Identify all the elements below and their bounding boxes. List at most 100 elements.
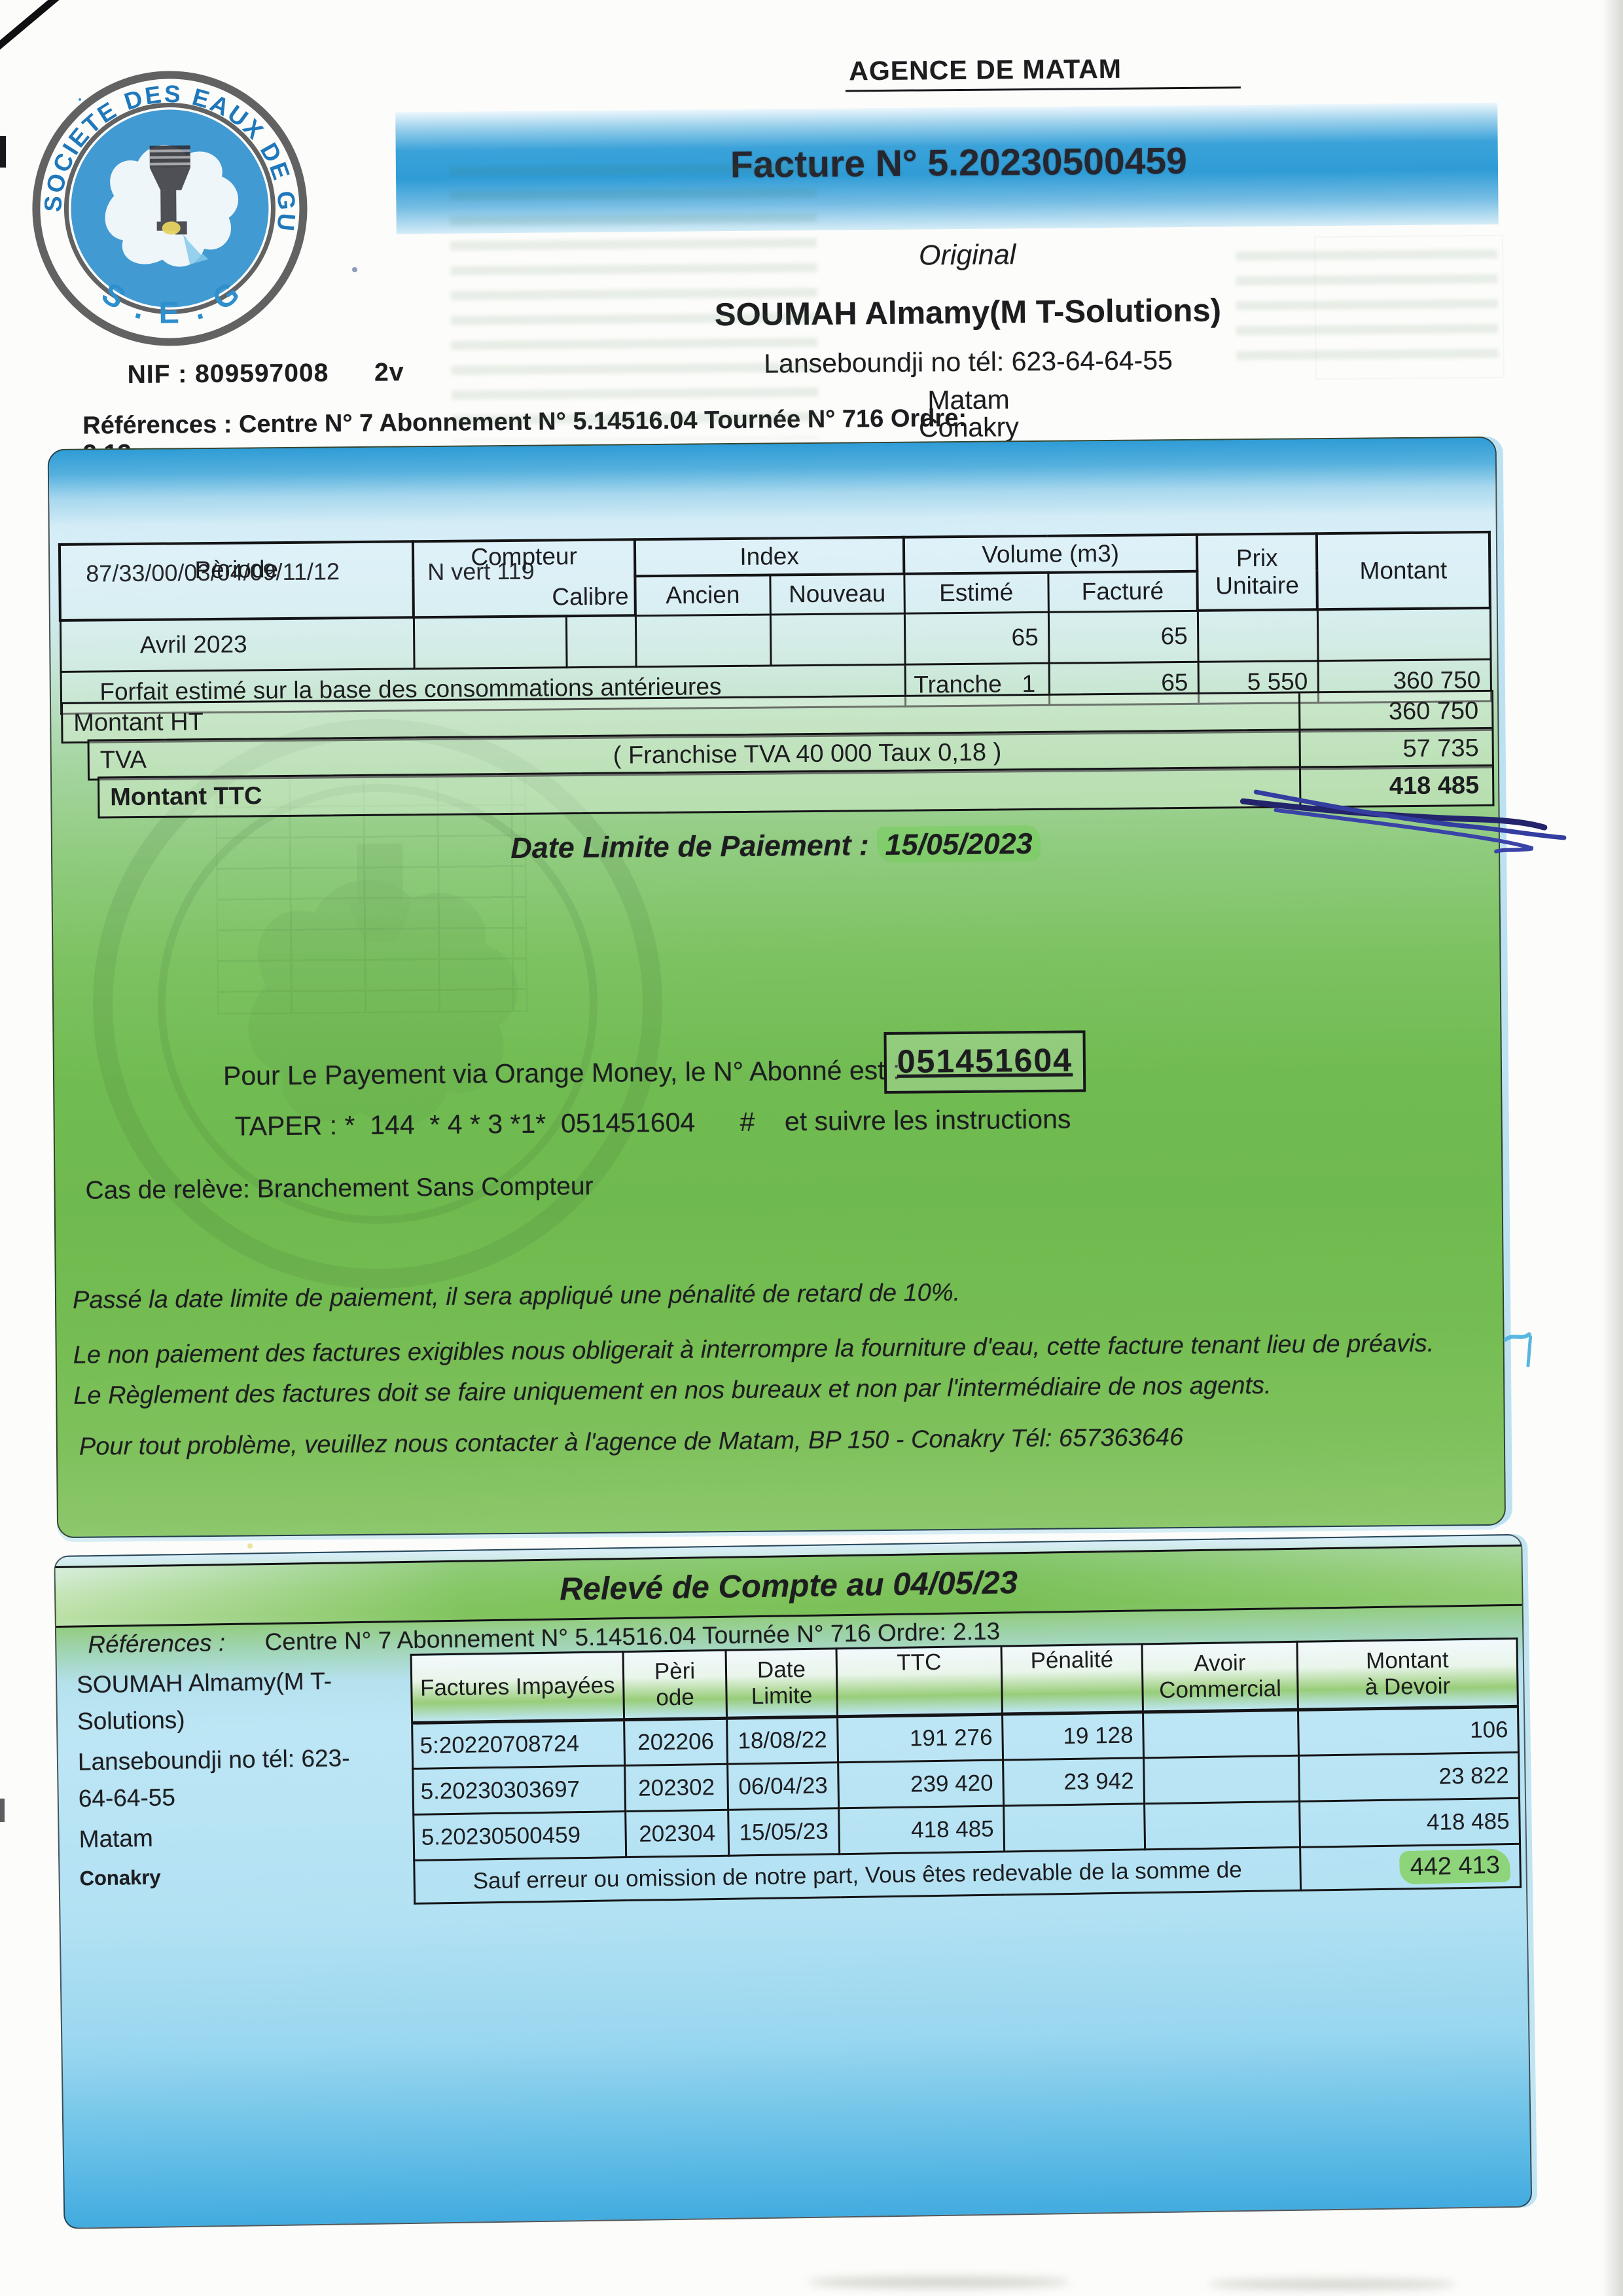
col-header-prix: Prix Unitaire <box>1196 533 1317 611</box>
statement-customer-line: Matam <box>79 1824 154 1853</box>
highlighter-mark: 442 413 <box>1399 1848 1511 1885</box>
consumption-table: Pèriode 87/33/00/03/04/09/11/12 Compteur… <box>58 530 1493 715</box>
statement-customer-line: Conakry <box>79 1865 161 1890</box>
total-ht-value: 360 750 <box>1298 691 1488 731</box>
orange-money-line: Pour Le Payement via Orange Money, le N°… <box>223 1054 901 1091</box>
total-due-cell: 442 413 <box>1300 1844 1521 1891</box>
seg-logo: SOCIETE DES EAUX DE GUINEE S . E . G <box>14 41 315 359</box>
col-header-compteur: Compteur N vert 119 Calibre <box>412 539 635 618</box>
cell-penalty <box>1003 1803 1145 1852</box>
page-bottom-shadow <box>808 2276 1070 2288</box>
col-header-montant-devoir: Montant à Devoir <box>1296 1638 1518 1710</box>
statement-customer-line: 64-64-55 <box>78 1784 176 1812</box>
cell-due: 23 822 <box>1298 1752 1520 1802</box>
periode-overprint: 87/33/00/03/04/09/11/12 <box>86 558 340 587</box>
col-header-montant: Montant <box>1316 531 1490 610</box>
cell-credit <box>1144 1801 1300 1850</box>
cell-periode: Avril 2023 <box>60 617 414 672</box>
cell-credit <box>1143 1755 1300 1804</box>
page-edge-shadow <box>1602 0 1623 2296</box>
payment-deadline-label: Date Limite de Paiement : <box>510 828 870 865</box>
cell-ttc: 418 485 <box>838 1806 1005 1854</box>
scan-artifact <box>0 136 6 168</box>
cell-ancien <box>635 614 771 667</box>
cell-ttc: 191 276 <box>837 1714 1003 1763</box>
references-label: Références : <box>82 410 232 440</box>
box-top-band <box>48 437 1496 526</box>
scan-artifact <box>0 1799 5 1822</box>
col-header-index: Index <box>634 537 904 577</box>
statement-references-label: Références : <box>87 1629 226 1659</box>
note-contact: Pour tout problème, veuillez nous contac… <box>79 1424 1184 1461</box>
cell-period: 202304 <box>625 1810 729 1857</box>
col-header-facture: Facturé <box>1048 571 1198 612</box>
unpaid-invoices-table: Factures Impayées Pèri ode Date Limite TTC… <box>410 1638 1522 1905</box>
cell-date: 18/08/22 <box>726 1716 838 1765</box>
cell-due: 106 <box>1298 1706 1519 1756</box>
col-header-calibre: Calibre <box>552 583 629 611</box>
nif-number: NIF : 809597008 2v <box>127 357 493 389</box>
cell-credit <box>1143 1710 1299 1758</box>
statement-customer-line: Lanseboundji no tél: 623- <box>77 1744 350 1776</box>
page-bottom-shadow <box>1207 2279 1456 2289</box>
account-statement-box: Relevé de Compte au 04/05/23 Références … <box>54 1534 1533 2229</box>
cell-date: 15/05/23 <box>728 1808 840 1856</box>
main-invoice-box: Pèriode 87/33/00/03/04/09/11/12 Compteur… <box>47 436 1567 1539</box>
cell-estime: 65 <box>904 611 1049 664</box>
cell-due: 418 485 <box>1299 1798 1520 1848</box>
pen-mark-small <box>1501 1327 1541 1374</box>
col-header-ttc: TTC <box>836 1646 1003 1717</box>
statement-customer-block: SOUMAH Almamy(M T- Solutions) Lansebound… <box>77 1662 407 1897</box>
copy-type: Original <box>918 239 1016 272</box>
note-payment-offices: Le Règlement des factures doit se faire … <box>73 1371 1272 1410</box>
col-header-factures: Factures Impayées <box>411 1651 624 1723</box>
bleed-through-text <box>449 163 819 442</box>
cell-penalty: 23 942 <box>1003 1757 1145 1806</box>
cell-facture: 65 <box>1048 610 1198 663</box>
ussd-instruction: TAPER : * 144 * 4 * 3 *1* 051451604 # et… <box>234 1103 1071 1141</box>
cell-montant <box>1317 607 1491 661</box>
col-header-penalite: Pénalité <box>1001 1643 1143 1715</box>
total-tva-value: 57 735 <box>1298 728 1488 768</box>
col-header-avoir: Avoir Commercial <box>1141 1641 1298 1712</box>
highlighter-mark: 15/05/2023 <box>877 825 1041 863</box>
paper-speckles <box>79 98 81 101</box>
meter-reading-case: Cas de relève: Branchement Sans Compteur <box>85 1172 594 1205</box>
col-header-estime: Estimé <box>904 572 1048 613</box>
agency-title: AGENCE DE MATAM <box>849 53 1122 86</box>
col-header-date-limite: Date Limite <box>726 1648 838 1719</box>
statement-title: Relevé de Compte au 04/05/23 <box>559 1565 1018 1607</box>
statement-customer-line: SOUMAH Almamy(M T- <box>76 1667 332 1698</box>
cell-invoice: 5.20230500459 <box>413 1811 626 1861</box>
total-ht-label: Montant HT <box>73 708 204 737</box>
statement-title-bar: Relevé de Compte au 04/05/23 <box>55 1544 1522 1628</box>
subscriber-number-box: 051451604 <box>883 1030 1086 1094</box>
total-ttc-label: Montant TTC <box>110 782 262 812</box>
cell-invoice: 5:20220708724 <box>412 1719 625 1769</box>
cell-penalty: 19 128 <box>1002 1712 1144 1761</box>
col-header-ancien: Ancien <box>635 575 770 616</box>
nif-label: NIF : 809597008 <box>127 359 329 389</box>
agency-underline <box>845 86 1241 92</box>
cell-invoice: 5.20230303697 <box>412 1765 626 1815</box>
invoice-header: SOCIETE DES EAUX DE GUINEE S . E . G NIF… <box>0 0 1617 468</box>
compteur-overprint: N vert 119 <box>427 557 535 586</box>
cell-date: 06/04/23 <box>727 1762 839 1810</box>
seg-watermark <box>80 707 675 1301</box>
pen-scribble-mark <box>1236 778 1577 866</box>
tva-franchise-note: ( Franchise TVA 40 000 Taux 0,18 ) <box>613 738 1002 770</box>
bleed-through-table <box>1313 234 1505 380</box>
cell-compteur <box>413 616 567 669</box>
note-cutoff: Le non paiement des factures exigibles n… <box>73 1329 1435 1369</box>
cell-prix <box>1197 609 1318 662</box>
col-header-periode: Pèri ode <box>623 1650 727 1720</box>
col-header-nouveau: Nouveau <box>770 573 904 615</box>
cell-nouveau <box>770 613 905 666</box>
cell-calibre <box>565 615 636 668</box>
statement-customer-line: Solutions) <box>77 1706 185 1735</box>
nif-suffix: 2v <box>374 358 404 387</box>
cell-period: 202302 <box>624 1764 728 1812</box>
cell-ttc: 239 420 <box>838 1760 1004 1808</box>
col-header-volume: Volume (m3) <box>903 534 1198 574</box>
